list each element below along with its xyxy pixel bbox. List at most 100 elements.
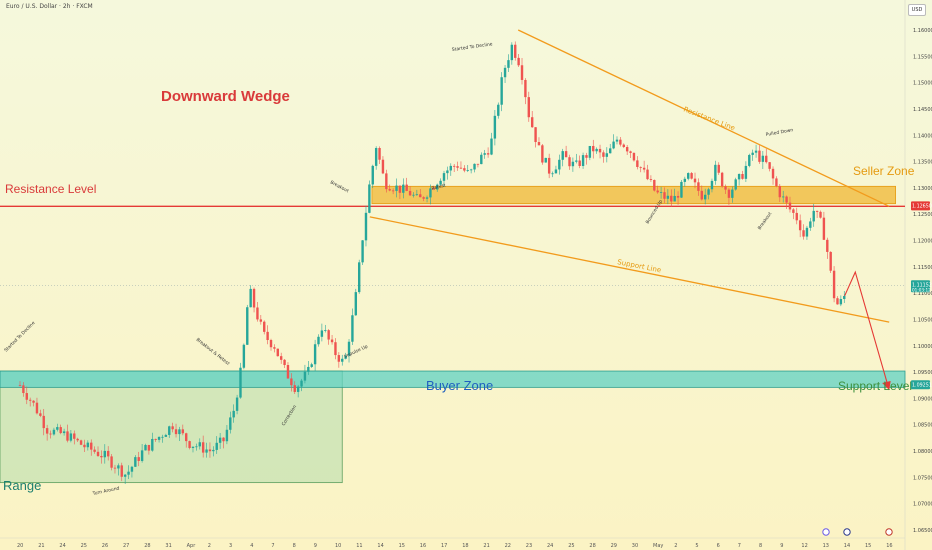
- candle-body: [802, 230, 805, 237]
- candle: [568, 154, 571, 170]
- candle-body: [782, 196, 785, 198]
- time-tick-label: 12: [801, 543, 807, 549]
- candle: [151, 432, 154, 452]
- candle: [625, 144, 629, 155]
- candle: [629, 150, 632, 158]
- candle: [334, 338, 337, 360]
- candle: [42, 408, 45, 436]
- candle: [293, 381, 296, 395]
- candle: [422, 196, 425, 202]
- candle-body: [106, 450, 110, 457]
- candle: [96, 446, 100, 457]
- candle: [35, 397, 39, 415]
- candle: [805, 225, 809, 240]
- candle-body: [578, 160, 581, 166]
- time-tick-label: 9: [780, 543, 783, 549]
- candle: [178, 426, 181, 441]
- candle-body: [832, 270, 836, 299]
- candle-body: [344, 355, 347, 359]
- candle: [802, 224, 805, 240]
- candle-body: [744, 165, 748, 179]
- candle-body: [388, 189, 391, 191]
- candle-body: [768, 162, 771, 169]
- time-tick-label: 3: [229, 543, 232, 549]
- candle-body: [646, 169, 649, 180]
- candle: [619, 136, 622, 147]
- price-tag-countdown: 01:03:12: [912, 287, 931, 292]
- event-icon: [843, 528, 851, 536]
- candle-body: [256, 307, 259, 320]
- candle-body: [724, 186, 727, 190]
- candle-body: [446, 170, 449, 174]
- candle: [578, 155, 581, 169]
- candle-body: [171, 426, 174, 430]
- candle: [361, 239, 364, 265]
- candle: [724, 184, 727, 194]
- candle-body: [117, 465, 120, 469]
- candle: [239, 362, 242, 399]
- candle: [561, 148, 564, 167]
- candle-body: [493, 115, 497, 139]
- candle: [208, 442, 212, 458]
- candle-body: [334, 342, 337, 356]
- candle: [273, 344, 276, 353]
- candle-body: [286, 365, 290, 379]
- time-tick-label: 8: [293, 543, 296, 549]
- candle: [168, 425, 171, 438]
- candle: [130, 465, 134, 478]
- candle-body: [123, 474, 127, 477]
- candle: [412, 192, 415, 198]
- candle: [812, 203, 815, 227]
- time-tick-label: 27: [123, 543, 129, 549]
- candle: [429, 184, 432, 205]
- candle: [748, 153, 751, 168]
- candle: [279, 352, 283, 364]
- candle-body: [473, 163, 476, 170]
- candle-body: [218, 437, 222, 443]
- candle-body: [422, 197, 425, 199]
- time-tick-label: 23: [526, 543, 532, 549]
- candle-body: [279, 356, 283, 360]
- candle-body: [425, 197, 429, 199]
- seller-price-tag: 1.12650: [911, 201, 932, 211]
- candle: [215, 436, 218, 454]
- candle-body: [439, 180, 442, 185]
- time-tick-label: 29: [611, 543, 617, 549]
- candle-body: [327, 330, 330, 340]
- candle-body: [809, 221, 812, 228]
- candle-body: [449, 165, 452, 171]
- candle: [408, 186, 412, 196]
- candle: [188, 440, 191, 450]
- candle-body: [659, 192, 663, 193]
- candle: [714, 160, 717, 185]
- candle-body: [497, 104, 500, 116]
- candle-body: [500, 77, 503, 105]
- candle-body: [588, 145, 592, 158]
- price-tick-label: 1.14500: [913, 107, 932, 113]
- candle: [768, 161, 771, 172]
- candle: [605, 147, 609, 163]
- candle-body: [432, 188, 436, 190]
- candle: [815, 210, 819, 218]
- candle: [829, 251, 832, 274]
- candle: [56, 423, 59, 432]
- candle-body: [839, 299, 843, 305]
- candle-body: [93, 449, 96, 452]
- candle: [113, 464, 117, 474]
- annotation-resistance-level: Resistance Level: [5, 182, 96, 196]
- candle: [737, 173, 741, 186]
- candle: [558, 154, 561, 175]
- candle-body: [161, 436, 164, 438]
- time-tick-label: 28: [144, 543, 150, 549]
- currency-button[interactable]: USD: [908, 4, 926, 16]
- candle: [344, 352, 347, 360]
- candle: [391, 188, 395, 195]
- candle: [785, 195, 788, 209]
- candle-body: [90, 442, 93, 450]
- event-icon: [885, 528, 893, 536]
- candle: [782, 190, 785, 203]
- candle: [514, 41, 517, 61]
- time-tick-label: 14: [844, 543, 850, 549]
- candle-body: [602, 152, 605, 157]
